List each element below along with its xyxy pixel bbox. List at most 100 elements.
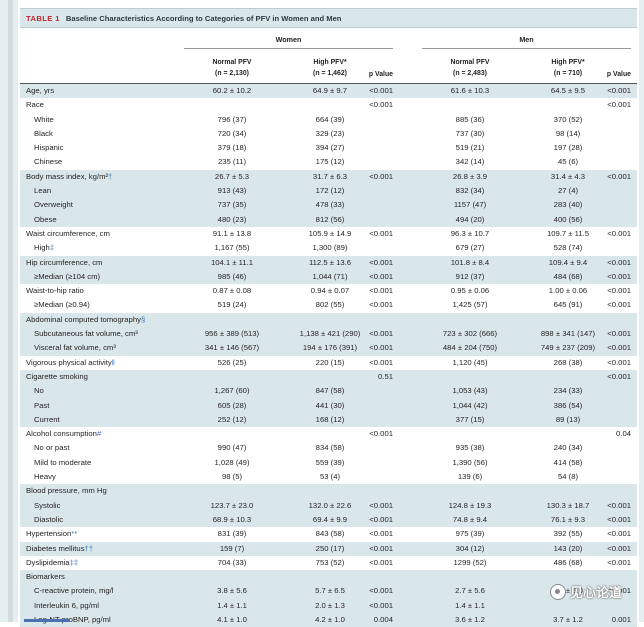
cell-high-women: 105.9 ± 14.9 xyxy=(308,228,352,238)
cell-normal-men: 96.3 ± 10.7 xyxy=(450,228,490,238)
cell-normal-men: 342 (14) xyxy=(455,157,485,167)
cell-normal-women: 1.4 ± 1.1 xyxy=(217,600,247,610)
table-row: Diastolic 68.9 ± 10.3 69.4 ± 9.9 <0.001 74.8… xyxy=(20,512,637,528)
bottom-indicator xyxy=(24,619,70,622)
cell-normal-men: 377 (15) xyxy=(455,414,485,424)
cell-normal-men: 1299 (52) xyxy=(453,557,487,567)
cell-normal-men: 74.8 ± 9.4 xyxy=(452,514,488,524)
cell-normal-women: 796 (37) xyxy=(217,114,247,124)
cell-normal-men: 0.95 ± 0.06 xyxy=(450,286,490,296)
cell-high-women: 220 (15) xyxy=(315,357,345,367)
table-row: Subcutaneous fat volume, cm³ 956 ± 389 (5… xyxy=(20,327,637,342)
cell-pvalue-women: <0.001 xyxy=(369,429,393,439)
row-label: Abdominal computed tomography§ xyxy=(26,314,146,324)
cell-normal-women: 98 (5) xyxy=(221,472,243,482)
cell-normal-women: 704 (33) xyxy=(217,557,247,567)
table-row: High‡ 1,167 (55) 1,300 (89) 679 (27) 528 (74… xyxy=(20,241,637,255)
cell-normal-men: 124.8 ± 19.3 xyxy=(448,500,492,510)
cell-normal-women: 3.8 ± 5.6 xyxy=(217,586,247,596)
cell-pvalue-men: <0.001 xyxy=(607,271,631,281)
cell-pvalue-men: 0.04 xyxy=(616,429,631,439)
cell-high-women: 1,044 (71) xyxy=(312,271,348,281)
row-label: Biomarkers xyxy=(26,572,65,582)
cell-normal-men: 975 (39) xyxy=(455,529,485,539)
scrollbar[interactable] xyxy=(8,0,13,622)
table-row: Past 605 (28) 441 (30) 1,044 (42) 386 (54) xyxy=(20,398,637,413)
cell-high-men: 234 (33) xyxy=(553,386,583,396)
cell-high-men: 1.00 ± 0.06 xyxy=(548,286,588,296)
cell-normal-men: 912 (37) xyxy=(455,271,485,281)
cell-high-men: 54 (8) xyxy=(557,472,579,482)
footnote-marker[interactable]: ‖ xyxy=(111,357,115,367)
cell-high-women: 132.0 ± 22.6 xyxy=(308,500,352,510)
cell-high-women: 329 (23) xyxy=(315,128,345,138)
footnote-marker[interactable]: § xyxy=(140,314,146,324)
cell-normal-men: 679 (27) xyxy=(455,243,485,253)
row-label: Mild to moderate xyxy=(34,457,92,467)
col-header-pvalue-women: p Value xyxy=(368,71,393,78)
cell-pvalue-women: <0.001 xyxy=(369,586,393,596)
footnote-marker[interactable]: ‡‡ xyxy=(69,557,79,567)
table-row: Waist circumference, cm 91.1 ± 13.8 105.9 … xyxy=(20,227,637,241)
cell-normal-men: 1,390 (56) xyxy=(452,457,488,467)
table-row: Dyslipidemia‡‡ 704 (33) 753 (52) <0.001 1299… xyxy=(20,556,637,570)
col-header-pvalue-men: p Value xyxy=(606,71,631,78)
table-row: Heavy 98 (5) 53 (4) 139 (6) 54 (8) xyxy=(20,470,637,484)
cell-normal-men: 484 ± 204 (750) xyxy=(442,343,498,353)
cell-high-men: 268 (38) xyxy=(553,357,583,367)
cell-high-women: 753 (52) xyxy=(315,557,345,567)
table-title-bar: TABLE 1 Baseline Characteristics Accordi… xyxy=(20,8,637,28)
cell-normal-men: 26.8 ± 3.9 xyxy=(452,171,488,181)
cell-pvalue-women: <0.001 xyxy=(369,257,393,267)
row-label: Dyslipidemia‡‡ xyxy=(26,557,79,567)
table-row: Visceral fat volume, cm³ 341 ± 146 (567) 1… xyxy=(20,341,637,356)
cell-pvalue-men: <0.001 xyxy=(607,228,631,238)
row-label: Vigorous physical activity‖ xyxy=(26,357,115,367)
row-label: Past xyxy=(34,400,50,410)
cell-pvalue-men: <0.001 xyxy=(607,543,631,553)
cell-normal-women: 4.1 ± 1.0 xyxy=(217,614,247,624)
cell-normal-women: 831 (39) xyxy=(217,529,247,539)
cell-high-women: 478 (33) xyxy=(315,200,345,210)
table-row: No or past 990 (47) 834 (58) 935 (38) 240 (3… xyxy=(20,441,637,455)
cell-high-women: 2.0 ± 1.3 xyxy=(315,600,345,610)
cell-normal-women: 104.1 ± 11.1 xyxy=(210,257,254,267)
cell-pvalue-women: <0.001 xyxy=(369,514,393,524)
cell-normal-women: 60.2 ± 10.2 xyxy=(212,86,252,95)
cell-pvalue-men: <0.001 xyxy=(607,329,631,339)
cell-pvalue-women: <0.001 xyxy=(369,343,393,353)
row-label: ≥Median (≥104 cm) xyxy=(34,271,101,281)
header-rule xyxy=(20,83,637,84)
row-label: Alcohol consumption# xyxy=(26,429,102,439)
table-row: Age, yrs 60.2 ± 10.2 64.9 ± 9.7 <0.001 61.6 … xyxy=(20,84,637,99)
cell-normal-women: 159 (7) xyxy=(219,543,245,553)
cell-high-women: 4.2 ± 1.0 xyxy=(315,614,345,624)
cell-high-men: 197 (28) xyxy=(553,143,583,153)
cell-normal-women: 480 (23) xyxy=(217,214,247,224)
table-number: TABLE 1 xyxy=(26,13,60,23)
table-row: Black 720 (34) 329 (23) 737 (30) 98 (14) xyxy=(20,127,637,141)
table-row: Alcohol consumption# <0.001 0.04 xyxy=(20,427,637,441)
row-label: No or past xyxy=(34,443,70,453)
table-row: ≥Median (≥0.94) 519 (24) 802 (55) <0.001 1,4… xyxy=(20,298,637,312)
cell-normal-men: 1,120 (45) xyxy=(452,357,488,367)
table-row: Log-NT-proBNP, pg/ml 4.1 ± 1.0 4.2 ± 1.0 0.… xyxy=(20,612,637,627)
cell-high-men: 386 (54) xyxy=(553,400,583,410)
cell-pvalue-women: <0.001 xyxy=(369,100,393,110)
row-label: Black xyxy=(34,128,53,138)
footnote-marker[interactable]: # xyxy=(96,429,102,439)
footnote-marker[interactable]: ** xyxy=(71,529,78,539)
cell-normal-women: 990 (47) xyxy=(217,443,247,453)
footnote-marker[interactable]: † xyxy=(108,171,113,181)
cell-pvalue-women: 0.004 xyxy=(373,614,393,624)
row-label: High‡ xyxy=(34,243,55,253)
cell-high-women: 559 (39) xyxy=(315,457,345,467)
footnote-marker[interactable]: ‡ xyxy=(49,243,55,253)
row-label: Log-NT-proBNP, pg/ml xyxy=(34,614,111,624)
cell-pvalue-men: <0.001 xyxy=(607,100,631,110)
table-row: Hispanic 379 (18) 394 (27) 519 (21) 197 (28) xyxy=(20,141,637,155)
cell-high-men: 392 (55) xyxy=(553,529,583,539)
cell-pvalue-women: <0.001 xyxy=(369,543,393,553)
footnote-marker[interactable]: †† xyxy=(84,543,94,553)
table-row: Abdominal computed tomography§ xyxy=(20,312,637,328)
